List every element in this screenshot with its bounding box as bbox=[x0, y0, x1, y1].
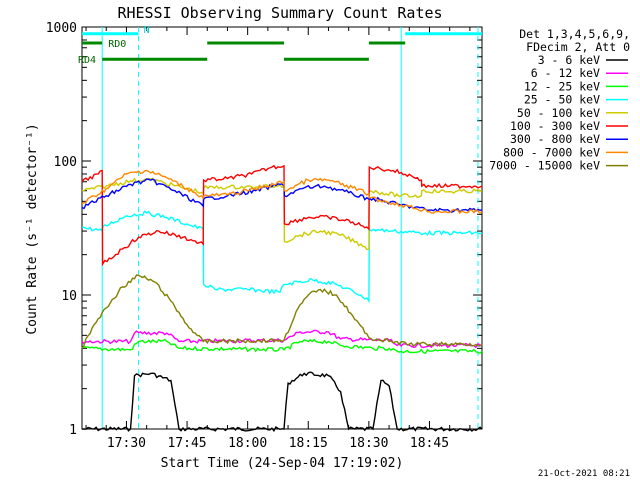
series-line bbox=[81, 329, 483, 349]
series-line bbox=[81, 169, 483, 215]
series-line bbox=[81, 164, 483, 267]
legend-header: FDecim 2, Att 0 bbox=[526, 40, 630, 54]
plot-area: 1 10 100 1000 17:30 17:45 18:00 18:15 18:30 18:45… bbox=[46, 21, 483, 451]
x-axis-label: Start Time (24-Sep-04 17:19:02) bbox=[161, 456, 404, 471]
legend-entry-label: 100 - 300 keV bbox=[510, 119, 600, 133]
legend-entry-label: 25 - 50 keV bbox=[524, 93, 600, 107]
series-line bbox=[81, 338, 483, 355]
legend-entry-label: 300 - 800 keV bbox=[510, 132, 600, 146]
legend-entry-label: 800 - 7000 keV bbox=[503, 145, 600, 159]
state-label-rd0: RD0 bbox=[108, 39, 126, 50]
chart-title: RHESSI Observing Summary Count Rates bbox=[117, 4, 442, 22]
x-tick-label: 18:30 bbox=[349, 436, 388, 451]
x-tick-label: 18:15 bbox=[289, 436, 328, 451]
state-label-rd4: RD4 bbox=[78, 55, 96, 66]
x-tick-label: 17:45 bbox=[167, 436, 206, 451]
legend-entry-label: 6 - 12 keV bbox=[531, 66, 600, 80]
x-tick-label: 18:45 bbox=[410, 436, 449, 451]
x-tick-label: 17:30 bbox=[107, 436, 146, 451]
x-tick-label: 18:00 bbox=[228, 436, 267, 451]
y-tick-label: 1000 bbox=[46, 21, 77, 36]
series-line bbox=[81, 178, 483, 214]
y-tick-label: 1 bbox=[69, 423, 77, 438]
state-label-n: N bbox=[144, 25, 150, 36]
legend-header: Det 1,3,4,5,6,9, bbox=[519, 27, 630, 41]
series-line bbox=[81, 177, 483, 251]
timestamp: 21-Oct-2021 08:21 bbox=[538, 469, 630, 479]
legend-entry-label: 7000 - 15000 keV bbox=[489, 159, 600, 173]
y-tick-label: 100 bbox=[54, 155, 77, 170]
series-line bbox=[81, 274, 483, 349]
legend-entry-label: 3 - 6 keV bbox=[538, 53, 600, 67]
legend: Det 1,3,4,5,6,9,FDecim 2, Att 03 - 6 keV… bbox=[489, 27, 630, 173]
legend-entry-label: 50 - 100 keV bbox=[517, 106, 600, 120]
series-line bbox=[82, 210, 483, 304]
series-line bbox=[82, 371, 483, 433]
y-tick-label: 10 bbox=[61, 289, 77, 304]
legend-entry-label: 12 - 25 keV bbox=[524, 79, 600, 93]
y-axis-label: Count Rate (s⁻¹ detector⁻¹) bbox=[25, 123, 40, 334]
